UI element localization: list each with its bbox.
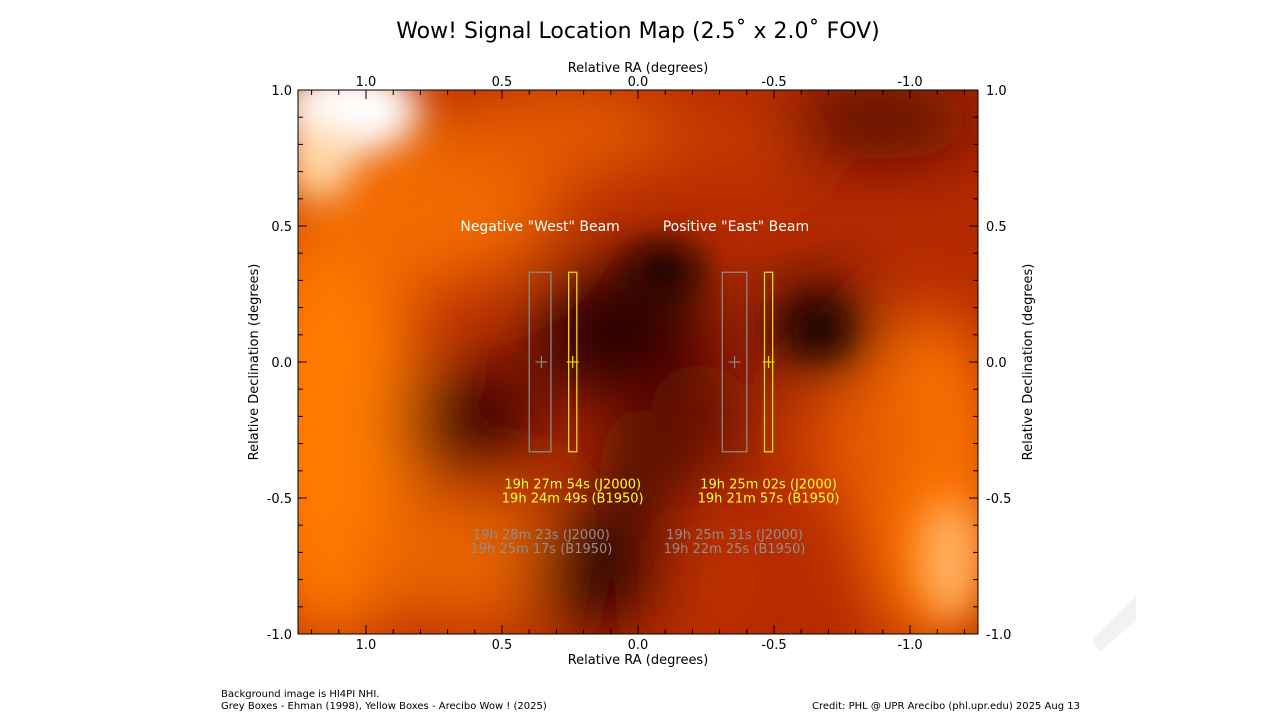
yellow-coordinate-label: 19h 21m 57s (B1950) [698,492,840,507]
x-tick-label-bottom: -0.5 [761,638,786,653]
footer-notes: Background image is HI4PI NHI. Grey Boxe… [221,689,547,713]
x-tick-label-bottom: 1.0 [356,638,377,653]
axis-ticks [298,89,978,635]
x-tick-label-bottom: -1.0 [897,638,922,653]
y-tick-label-right: 0.5 [986,220,1007,235]
grey-box [528,271,552,453]
grey-coordinate-label: 19h 28m 23s (J2000) [473,528,610,543]
x-axis-label-top: Relative RA (degrees) [568,61,709,76]
y-tick-label-left: 1.0 [271,84,292,99]
y-tick-label-right: 1.0 [986,84,1007,99]
watermark-stroke [1092,596,1136,652]
x-tick-label-top: 0.5 [492,75,513,90]
beam-label: Positive "East" Beam [663,219,809,235]
y-tick-label-left: -0.5 [267,492,292,507]
x-tick-label-top: 1.0 [356,75,377,90]
x-tick-label-top: 0.0 [628,75,649,90]
y-tick-label-right: -0.5 [986,492,1011,507]
footer-credit: Credit: PHL @ UPR Arecibo (phl.upr.edu) … [812,701,1080,712]
yellow-coordinate-label: 19h 25m 02s (J2000) [700,478,837,493]
beam-boxes [528,271,775,453]
yellow-coordinate-label: 19h 27m 54s (J2000) [504,478,641,493]
annotations: Negative "West" Beam Positive "East" Beam… [460,219,839,557]
grey-coordinate-label: 19h 22m 25s (B1950) [664,542,806,557]
grey-box [721,271,748,453]
y-tick-label-left: 0.0 [271,356,292,371]
y-tick-label-right: -1.0 [986,628,1011,643]
footer-line-2: Grey Boxes - Ehman (1998), Yellow Boxes … [221,701,547,712]
x-tick-label-bottom: 0.5 [492,638,513,653]
yellow-coordinate-label: 19h 24m 49s (B1950) [502,492,644,507]
grey-coordinate-label: 19h 25m 31s (J2000) [666,528,803,543]
beam-label: Negative "West" Beam [460,219,619,235]
grey-coordinate-label: 19h 25m 17s (B1950) [471,542,613,557]
x-tick-label-top: -0.5 [761,75,786,90]
y-tick-label-right: 0.0 [986,356,1007,371]
y-axis-label-left: Relative Declination (degrees) [247,264,262,461]
heatmap-background [298,90,978,634]
footer-line-1: Background image is HI4PI NHI. [221,689,380,700]
y-axis-label-right: Relative Declination (degrees) [1021,264,1036,461]
y-tick-label-left: -1.0 [267,628,292,643]
x-tick-label-top: -1.0 [897,75,922,90]
y-tick-label-left: 0.5 [271,220,292,235]
chart-title: Wow! Signal Location Map (2.5˚ x 2.0˚ FO… [396,19,880,44]
axis-tick-labels: 1.0 1.0 0.5 0.5 0.0 0.0 -0.5 -0.5 -1.0 -1.0 1.0 1.0… [267,75,1012,653]
x-tick-label-bottom: 0.0 [628,638,649,653]
x-axis-label-bottom: Relative RA (degrees) [568,653,709,668]
